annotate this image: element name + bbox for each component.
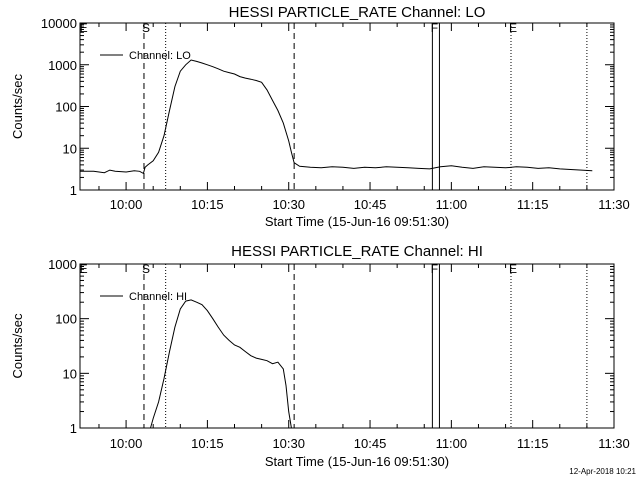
chart-hi-channel: HESSI PARTICLE_RATE Channel: HI Counts/se… bbox=[10, 243, 630, 469]
chart-1-y-axis-label: Counts/sec bbox=[10, 313, 25, 379]
chart-1-plot-frame bbox=[79, 263, 615, 429]
chart-0-title: HESSI PARTICLE_RATE Channel: LO bbox=[229, 4, 486, 21]
chart-0-y-tick-label: 100 bbox=[55, 100, 77, 115]
chart-1-series-line-0 bbox=[150, 299, 292, 429]
chart-1-y-tick-label: 1000 bbox=[48, 257, 77, 272]
chart-1-title: HESSI PARTICLE_RATE Channel: HI bbox=[231, 243, 483, 260]
chart-lo-channel: HESSI PARTICLE_RATE Channel: LO Counts/se… bbox=[10, 4, 630, 229]
chart-1-x-tick-label: 11:15 bbox=[517, 436, 549, 451]
chart-0-y-tick-label: 10000 bbox=[41, 16, 77, 31]
chart-1-x-tick-label: 11:00 bbox=[436, 436, 468, 451]
chart-0-y-tick-label: 1000 bbox=[48, 58, 77, 73]
chart-1-x-tick-label: 10:00 bbox=[110, 436, 143, 451]
chart-0-series-line-0 bbox=[80, 59, 593, 175]
chart-1-y-tick-label: 1 bbox=[70, 421, 77, 436]
chart-1-marker-label-f: F bbox=[431, 262, 438, 276]
chart-1-marker-label-e: E bbox=[80, 262, 88, 276]
chart-0-x-tick-label: 11:00 bbox=[436, 197, 468, 212]
chart-0-marker-label-e: E bbox=[509, 21, 517, 35]
chart-0-y-tick-label: 1 bbox=[70, 183, 77, 198]
chart-0-x-tick-label: 11:30 bbox=[598, 197, 630, 212]
chart-0-y-axis-label: Counts/sec bbox=[10, 73, 25, 139]
chart-0-marker-label-e: E bbox=[80, 21, 88, 35]
chart-0-x-tick-label: 10:45 bbox=[354, 197, 387, 212]
chart-0-y-tick-label: 10 bbox=[63, 141, 77, 156]
chart-0-x-tick-label: 10:15 bbox=[191, 197, 224, 212]
chart-0-x-tick-label: 10:30 bbox=[272, 197, 305, 212]
chart-0-x-tick-label: 10:00 bbox=[110, 197, 143, 212]
chart-0-x-axis-label: Start Time (15-Jun-16 09:51:30) bbox=[265, 214, 449, 229]
chart-0-legend-label: Channel: LO bbox=[129, 50, 191, 62]
chart-1-x-tick-label: 10:30 bbox=[272, 436, 305, 451]
chart-1-marker-label-e: E bbox=[509, 262, 517, 276]
footer-timestamp: 12-Apr-2018 10:21 bbox=[569, 467, 636, 476]
chart-0-marker-label-f: F bbox=[431, 21, 438, 35]
chart-1-y-tick-label: 100 bbox=[55, 312, 77, 327]
chart-0-marker-label-s: S bbox=[142, 21, 150, 35]
chart-1-y-tick-label: 10 bbox=[63, 366, 77, 381]
chart-1-x-tick-label: 10:15 bbox=[191, 436, 224, 451]
chart-1-legend-label: Channel: HI bbox=[129, 291, 187, 303]
chart-0-plot-frame bbox=[79, 22, 615, 191]
chart-1-marker-label-s: S bbox=[142, 262, 150, 276]
chart-1-x-axis-label: Start Time (15-Jun-16 09:51:30) bbox=[265, 454, 449, 469]
chart-1-x-tick-label: 10:45 bbox=[354, 436, 387, 451]
chart-0-x-tick-label: 11:15 bbox=[517, 197, 549, 212]
chart-1-x-tick-label: 11:30 bbox=[598, 436, 630, 451]
